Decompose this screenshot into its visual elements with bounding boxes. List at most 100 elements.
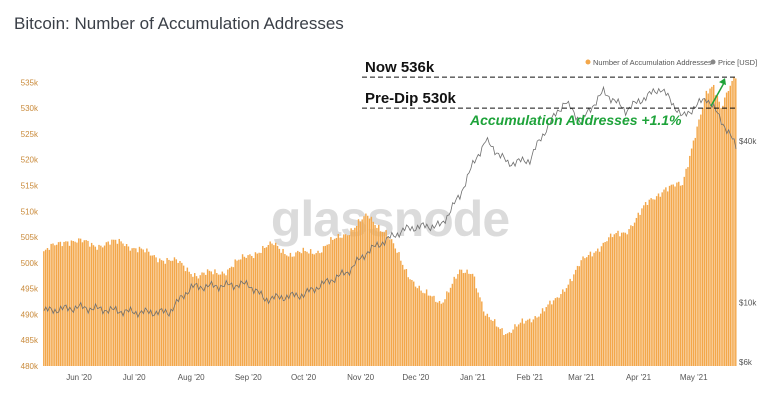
accumulation-bar bbox=[475, 288, 478, 366]
watermark-text: glassnode bbox=[271, 191, 509, 247]
price-line bbox=[43, 85, 737, 319]
accumulation-bar bbox=[350, 228, 352, 366]
accumulation-bar bbox=[164, 263, 166, 366]
accumulation-bar bbox=[459, 269, 461, 366]
accumulation-bar bbox=[420, 290, 422, 366]
accumulation-bar bbox=[339, 237, 341, 366]
accumulation-bar bbox=[291, 256, 293, 366]
y-left-tick-label: 515k bbox=[21, 182, 39, 191]
accumulation-bar bbox=[105, 242, 108, 366]
accumulation-bar bbox=[284, 254, 286, 366]
change-arrow-head bbox=[719, 78, 726, 86]
accumulation-bar bbox=[379, 231, 382, 366]
accumulation-bar bbox=[127, 246, 130, 366]
accumulation-bar bbox=[508, 332, 511, 366]
accumulation-bar bbox=[147, 251, 150, 366]
accumulation-bar bbox=[122, 243, 124, 366]
accumulation-bar bbox=[514, 324, 516, 366]
accumulation-bar bbox=[696, 126, 698, 366]
accumulation-bar bbox=[81, 242, 84, 366]
accumulation-bar bbox=[558, 297, 560, 366]
pre-dip-label: Pre-Dip 530k bbox=[365, 90, 457, 107]
accumulation-bar bbox=[597, 248, 599, 366]
accumulation-bar bbox=[315, 253, 317, 366]
accumulation-bar bbox=[98, 244, 100, 366]
accumulation-bar bbox=[348, 235, 351, 366]
accumulation-bar bbox=[679, 185, 682, 366]
accumulation-bar bbox=[78, 238, 80, 366]
accumulation-bar bbox=[648, 199, 651, 366]
accumulation-bar bbox=[308, 253, 310, 366]
accumulation-bar bbox=[668, 185, 671, 366]
accumulation-bar bbox=[367, 215, 369, 366]
accumulation-bar bbox=[665, 187, 667, 366]
y-left-tick-label: 520k bbox=[21, 156, 39, 165]
accumulation-bar bbox=[655, 196, 658, 366]
accumulation-bar bbox=[497, 327, 500, 366]
accumulation-bar bbox=[324, 245, 327, 366]
accumulation-bar bbox=[519, 322, 522, 366]
accumulation-bar bbox=[385, 230, 387, 366]
accumulation-bar bbox=[332, 239, 334, 366]
accumulation-bar bbox=[245, 257, 247, 366]
accumulation-bar bbox=[387, 236, 389, 366]
accumulation-bar bbox=[484, 315, 487, 366]
accumulation-bar bbox=[101, 247, 104, 366]
accumulation-bar bbox=[205, 274, 207, 366]
accumulation-bar bbox=[223, 273, 225, 366]
accumulation-bar bbox=[727, 91, 730, 366]
accumulation-bar bbox=[536, 317, 538, 366]
accumulation-change-label: Accumulation Addresses +1.1% bbox=[469, 112, 682, 128]
price-line-group bbox=[43, 85, 737, 319]
x-tick-label: Oct '20 bbox=[291, 373, 317, 382]
accumulation-bar bbox=[361, 219, 363, 366]
accumulation-bar bbox=[453, 276, 455, 366]
accumulation-bar bbox=[622, 232, 625, 366]
accumulation-bar bbox=[372, 221, 374, 366]
accumulation-bar bbox=[620, 232, 623, 366]
accumulation-bar bbox=[440, 303, 443, 366]
accumulation-bar bbox=[390, 239, 393, 366]
accumulation-bar bbox=[194, 273, 196, 366]
accumulation-bar bbox=[214, 269, 216, 366]
accumulation-bar bbox=[611, 237, 614, 366]
x-tick-label: Jul '20 bbox=[123, 373, 146, 382]
accumulation-bar bbox=[186, 267, 189, 366]
accumulation-bar bbox=[46, 248, 49, 366]
accumulation-bar bbox=[602, 242, 604, 366]
accumulation-bar bbox=[516, 326, 518, 366]
accumulation-bar bbox=[195, 276, 198, 366]
accumulation-bar bbox=[492, 320, 494, 366]
accumulation-bar bbox=[731, 80, 733, 366]
x-tick-label: Jan '21 bbox=[460, 373, 486, 382]
y-left-tick-label: 530k bbox=[21, 104, 39, 113]
accumulation-bar bbox=[567, 284, 570, 366]
legend-accumulation-swatch bbox=[585, 59, 591, 65]
accumulation-bar bbox=[335, 237, 338, 366]
y-left-tick-label: 490k bbox=[21, 310, 39, 319]
accumulation-bar bbox=[267, 244, 270, 366]
accumulation-bar bbox=[396, 252, 398, 366]
y-right-tick-label: $40k bbox=[739, 137, 757, 146]
accumulation-bar bbox=[230, 266, 233, 366]
accumulation-bar bbox=[138, 246, 141, 366]
accumulation-bar bbox=[694, 137, 697, 366]
accumulation-bar bbox=[190, 274, 192, 366]
accumulation-bar bbox=[61, 246, 63, 366]
accumulation-bar bbox=[407, 277, 409, 366]
accumulation-bar bbox=[549, 300, 551, 366]
accumulation-bar bbox=[65, 241, 67, 366]
accumulation-bar bbox=[50, 243, 52, 366]
accumulation-bar bbox=[286, 255, 288, 366]
y-left-tick-label: 495k bbox=[21, 285, 39, 294]
accumulation-bar bbox=[724, 97, 726, 367]
accumulation-bar bbox=[394, 248, 397, 366]
accumulation-bar bbox=[405, 269, 408, 366]
accumulation-bar bbox=[300, 253, 303, 366]
accumulation-bar bbox=[632, 226, 634, 366]
accumulation-bar bbox=[142, 249, 144, 366]
accumulation-bar bbox=[263, 247, 266, 366]
accumulation-bar bbox=[451, 283, 454, 366]
accumulation-bar bbox=[282, 248, 284, 366]
y-left-tick-label: 485k bbox=[21, 336, 39, 345]
